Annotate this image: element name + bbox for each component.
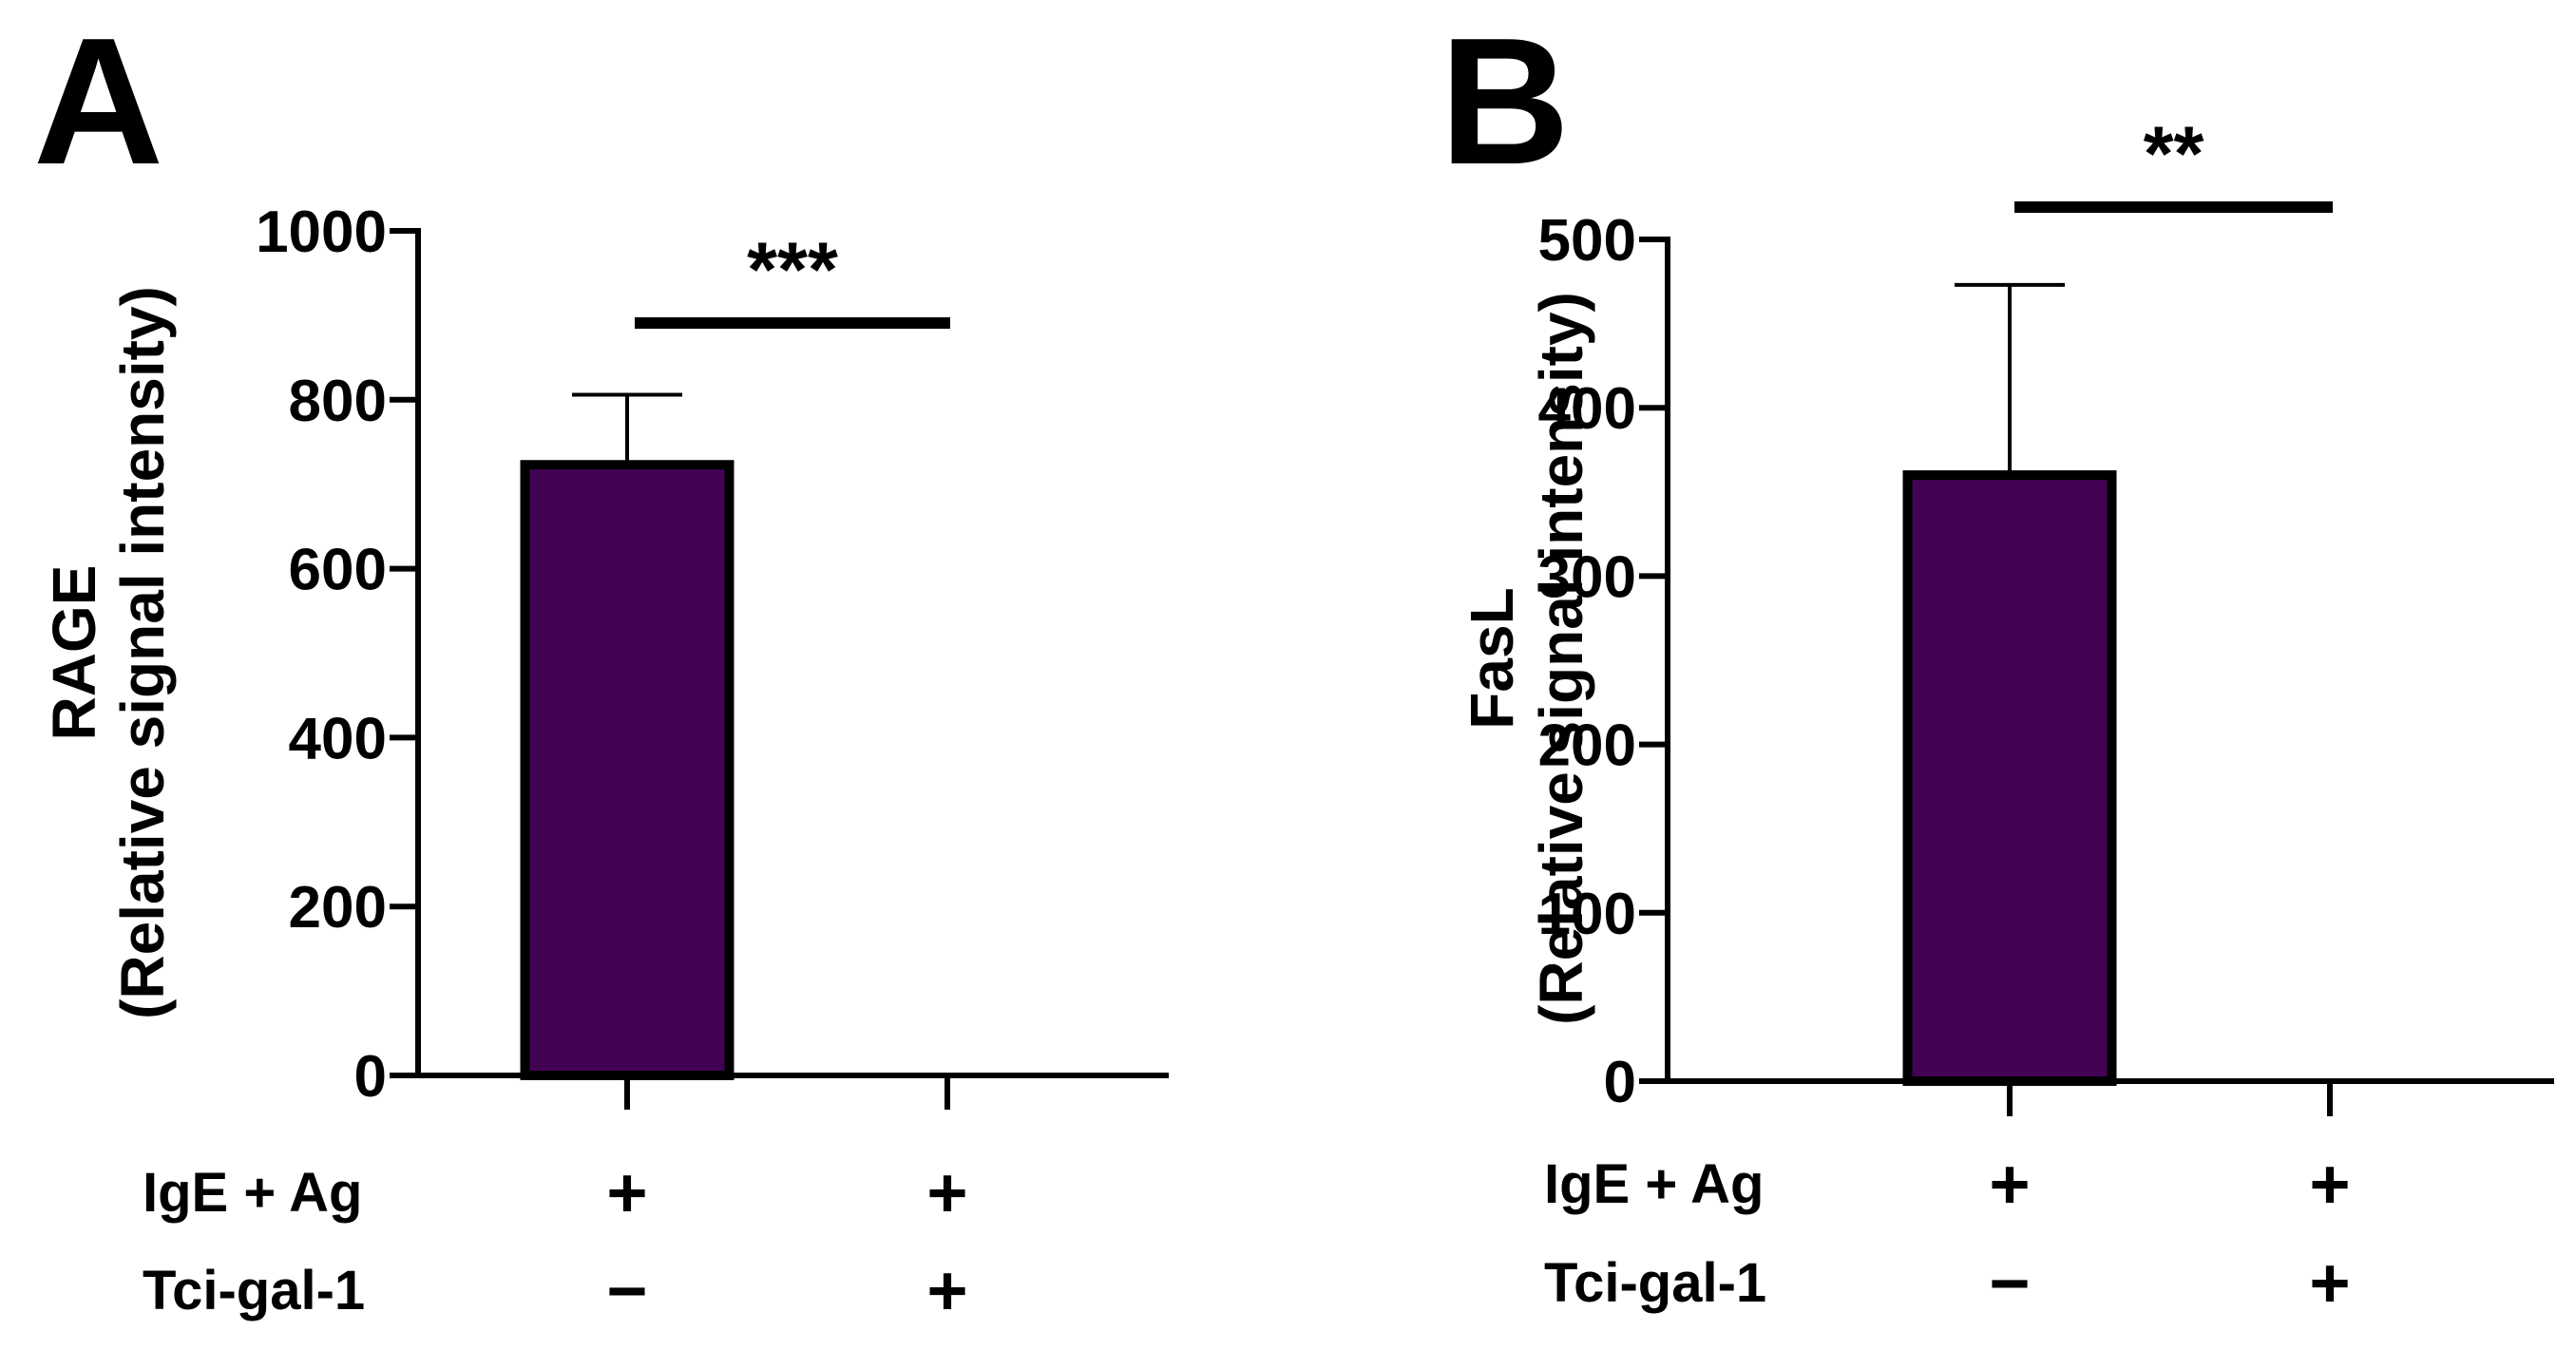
y-tick-label: 200 xyxy=(289,875,387,941)
y-tick-label: 800 xyxy=(289,369,387,434)
panel-a: A 0 200 400 600 800 1000 RAGE (Relative signal … xyxy=(33,1,1169,1330)
panel-letter-b: B xyxy=(1440,1,1570,202)
condition-sign: + xyxy=(926,1251,967,1330)
condition-row-label: IgE + Ag xyxy=(143,1162,363,1224)
condition-sign: + xyxy=(1989,1145,2030,1224)
y-axis-subtitle: (Relative signal intensity) xyxy=(108,286,177,1019)
condition-sign: − xyxy=(1989,1244,2030,1322)
condition-row-label: Tci-gal-1 xyxy=(143,1260,365,1321)
y-axis-subtitle: (Relative signal intensity) xyxy=(1527,292,1595,1025)
y-tick-label: 600 xyxy=(289,538,387,603)
bar xyxy=(520,460,735,1080)
y-tick-label: 100 xyxy=(1538,882,1636,947)
panel-b: B 0 100 200 300 400 500 FasL (Relative signal i… xyxy=(1440,1,2554,1322)
y-tick-label: 200 xyxy=(1538,713,1636,779)
y-axis-title: FasL xyxy=(1458,587,1526,729)
condition-sign: + xyxy=(926,1153,967,1232)
condition-row-label: IgE + Ag xyxy=(1544,1153,1765,1215)
condition-sign: + xyxy=(2309,1145,2350,1224)
panel-letter-a: A xyxy=(33,1,163,202)
y-tick-label: 300 xyxy=(1538,544,1636,610)
y-tick-label: 400 xyxy=(289,706,387,771)
y-tick-label: 1000 xyxy=(256,200,387,265)
significance-label: ** xyxy=(2144,111,2204,198)
y-tick-label: 400 xyxy=(1538,376,1636,442)
condition-sign: − xyxy=(606,1251,647,1330)
bar xyxy=(1902,470,2117,1086)
condition-sign: + xyxy=(2309,1244,2350,1322)
significance-label: *** xyxy=(747,227,838,314)
condition-row-label: Tci-gal-1 xyxy=(1544,1252,1766,1314)
plot-a: 0 200 400 600 800 1000 RAGE (Relative signal in… xyxy=(40,200,1169,1330)
y-tick-label: 500 xyxy=(1538,208,1636,274)
y-axis-title: RAGE xyxy=(40,565,108,741)
plot-b: 0 100 200 300 400 500 FasL (Relative signal int… xyxy=(1458,111,2554,1322)
y-tick-label: 0 xyxy=(1604,1050,1636,1115)
y-tick-label: 0 xyxy=(354,1044,387,1110)
condition-sign: + xyxy=(606,1153,647,1232)
